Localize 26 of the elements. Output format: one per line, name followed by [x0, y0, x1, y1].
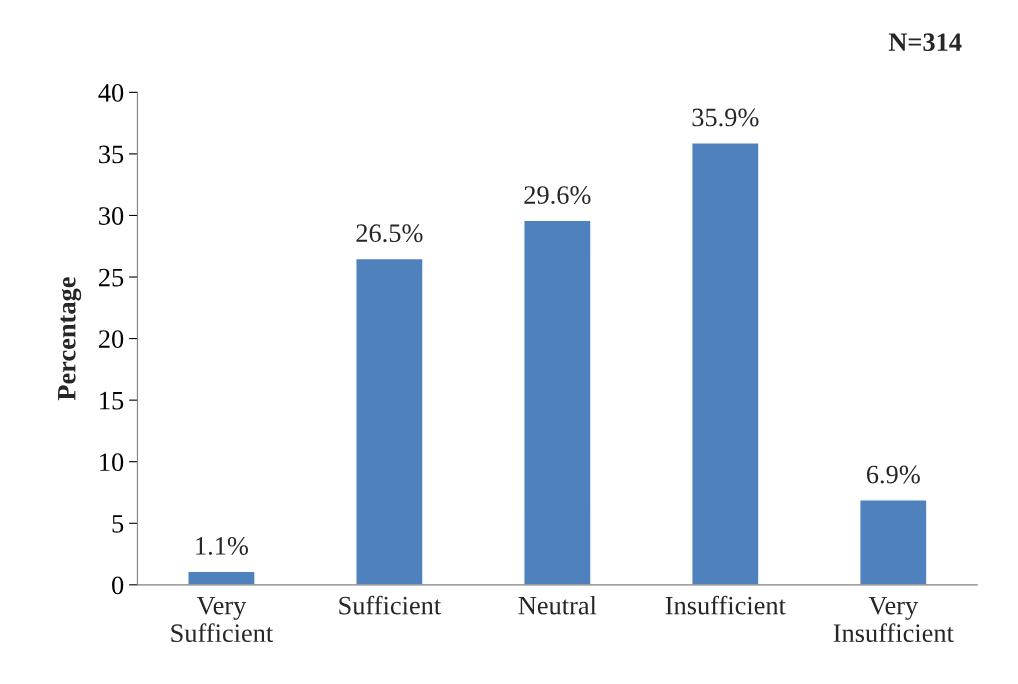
- bar: [187, 570, 256, 585]
- data-label: 1.1%: [196, 537, 248, 555]
- x-tick-label: Neutral: [518, 595, 597, 615]
- y-tick-label: 0: [112, 576, 124, 595]
- y-tick-label: 40: [98, 83, 124, 102]
- text: N=314: [888, 33, 962, 52]
- y-tick-label: 5: [112, 515, 124, 533]
- x-tick-label: Insufficient: [665, 595, 786, 615]
- bar: [523, 219, 592, 585]
- x-tick-label: Very Insufficient: [833, 596, 954, 643]
- data-label: 29.6%: [524, 186, 591, 205]
- data-label: 35.9%: [692, 108, 759, 127]
- data-label: 6.9%: [866, 465, 920, 484]
- bar: [859, 499, 928, 585]
- y-tick-label: 20: [99, 330, 124, 348]
- y-tick-label: 35: [99, 145, 124, 164]
- bar: [691, 142, 760, 585]
- y-tick-label: 30: [99, 207, 124, 225]
- data-label: 26.5%: [356, 224, 423, 243]
- y-tick-label: 15: [100, 391, 124, 410]
- bar: [355, 257, 424, 585]
- y-tick-label: 10: [100, 453, 124, 472]
- y-tick-label: 25: [99, 268, 124, 287]
- x-tick-label: Very Sufficient: [171, 596, 274, 643]
- x-tick-label: Sufficient: [339, 595, 442, 615]
- y-axis-title: Percentage: [58, 277, 82, 401]
